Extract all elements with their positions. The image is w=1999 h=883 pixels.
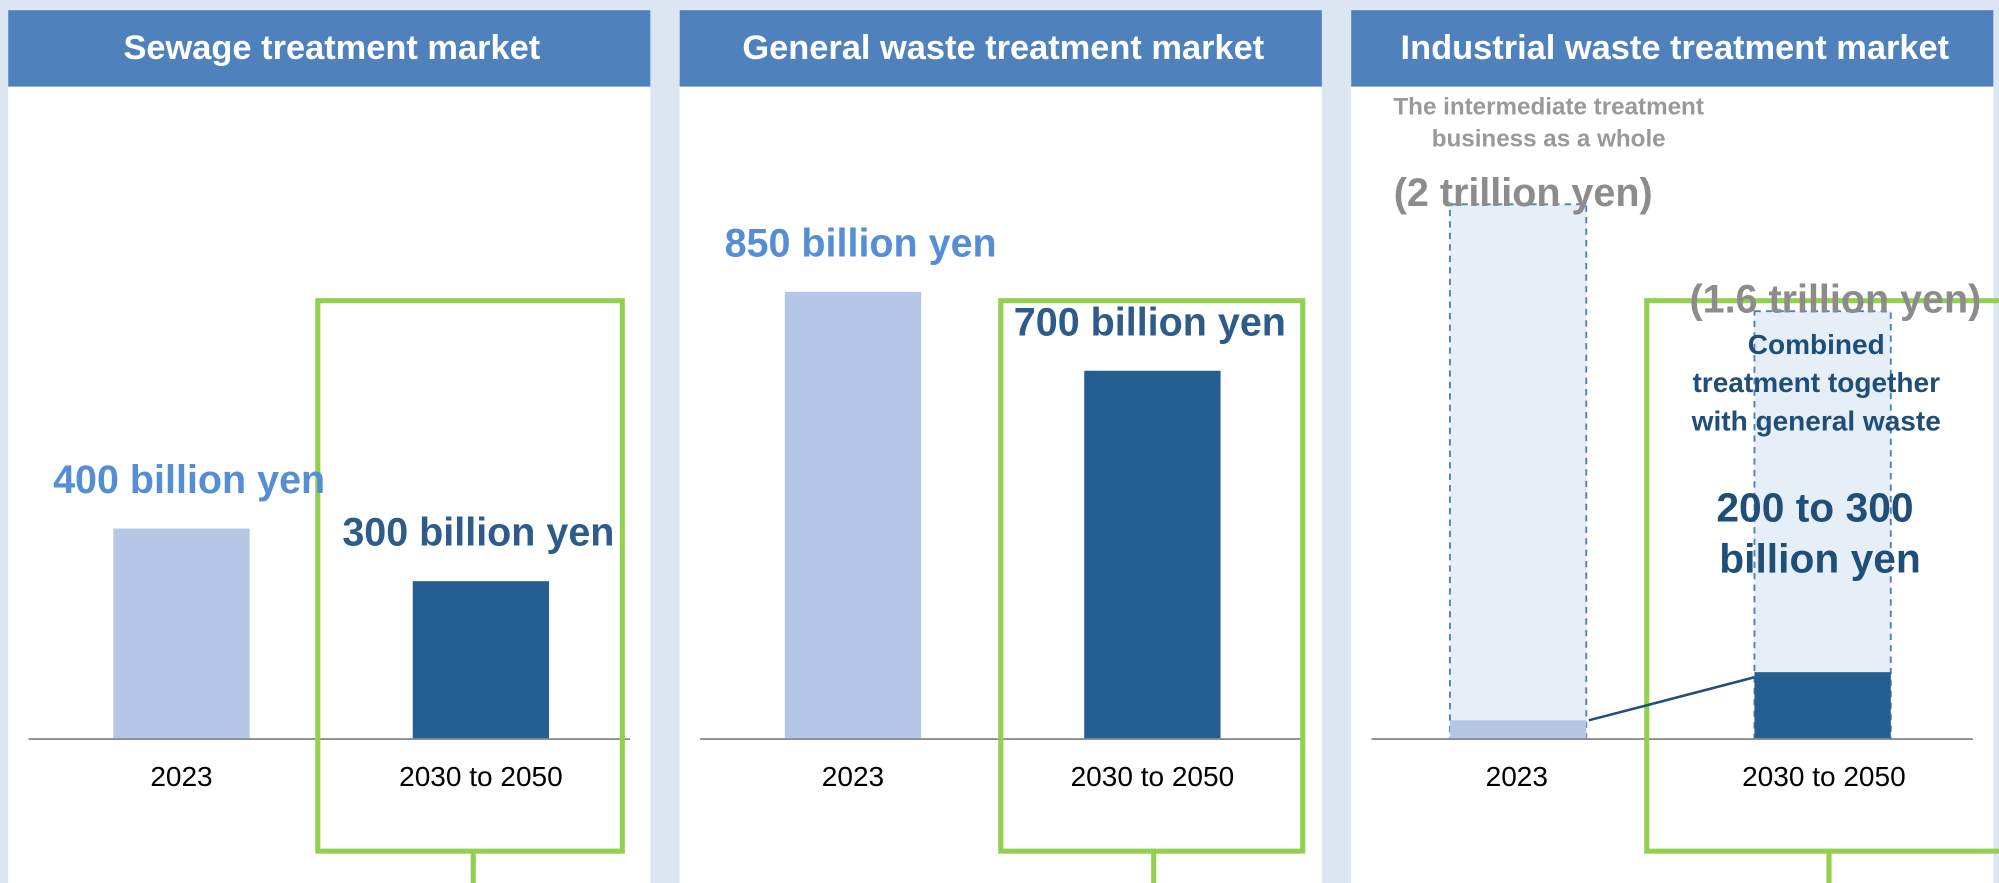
value-label: 300 billion yen (342, 511, 614, 555)
bar (784, 291, 922, 740)
bar (1084, 370, 1221, 740)
annotation: treatment together (1692, 367, 1940, 398)
panel-header (8, 10, 651, 87)
panel-header (1351, 10, 1994, 87)
bar (113, 528, 250, 740)
bar (412, 581, 550, 740)
x-tick-label: 2030 to 2050 (1071, 761, 1235, 792)
x-tick-label: 2023 (150, 761, 212, 792)
bar (1754, 672, 1891, 740)
value-label: 700 billion yen (1014, 300, 1286, 344)
value-label: 400 billion yen (53, 458, 325, 502)
annotation: with general waste (1691, 405, 1941, 436)
annotation: The intermediate treatment (1393, 94, 1703, 121)
annotation: Combined (1748, 329, 1885, 360)
value-label: (1.6 trillion yen) (1689, 278, 1981, 322)
panel-title: General waste treatment market (742, 29, 1264, 67)
x-tick-label: 2023 (1486, 761, 1548, 792)
value-label: (2 trillion yen) (1394, 171, 1653, 215)
x-tick-label: 2030 to 2050 (1742, 761, 1906, 792)
panel-header (679, 10, 1322, 87)
connector (1588, 676, 1755, 722)
value-label: 850 billion yen (725, 221, 997, 265)
bar (1449, 720, 1587, 740)
panel-title: Industrial waste treatment market (1401, 29, 1950, 67)
annotation: business as a whole (1432, 126, 1666, 153)
annotation: 200 to 300 (1716, 485, 1913, 531)
panel-title: Sewage treatment market (123, 29, 540, 67)
panel (8, 10, 651, 883)
x-tick-label: 2030 to 2050 (399, 761, 563, 792)
annotation: billion yen (1719, 536, 1921, 582)
bar (1448, 203, 1588, 740)
bar (1753, 310, 1892, 740)
x-tick-label: 2023 (822, 761, 884, 792)
highlight-box (315, 298, 625, 854)
